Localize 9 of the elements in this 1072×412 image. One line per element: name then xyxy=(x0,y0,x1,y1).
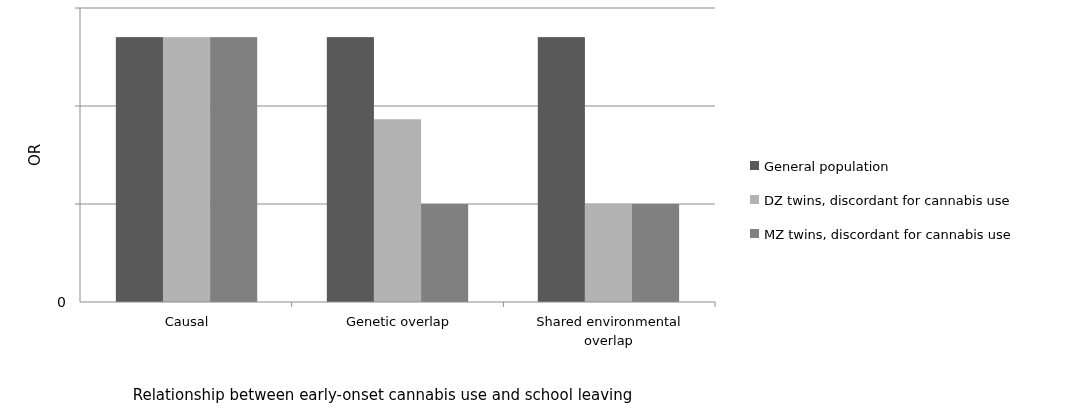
y-axis-title: OR xyxy=(26,143,44,167)
legend-label: DZ twins, discordant for cannabis use xyxy=(764,192,1010,208)
x-tick-label: Genetic overlap xyxy=(345,314,450,329)
x-tick-label: Causal xyxy=(164,314,209,329)
x-axis-title: Relationship between early-onset cannabis use and school leaving xyxy=(132,386,633,404)
x-tick-label: Shared environmental overlap xyxy=(536,314,681,348)
legend-label: General population xyxy=(764,158,889,174)
text: 0 xyxy=(57,293,66,310)
legend-label: MZ twins, discordant for cannabis use xyxy=(764,226,1011,242)
